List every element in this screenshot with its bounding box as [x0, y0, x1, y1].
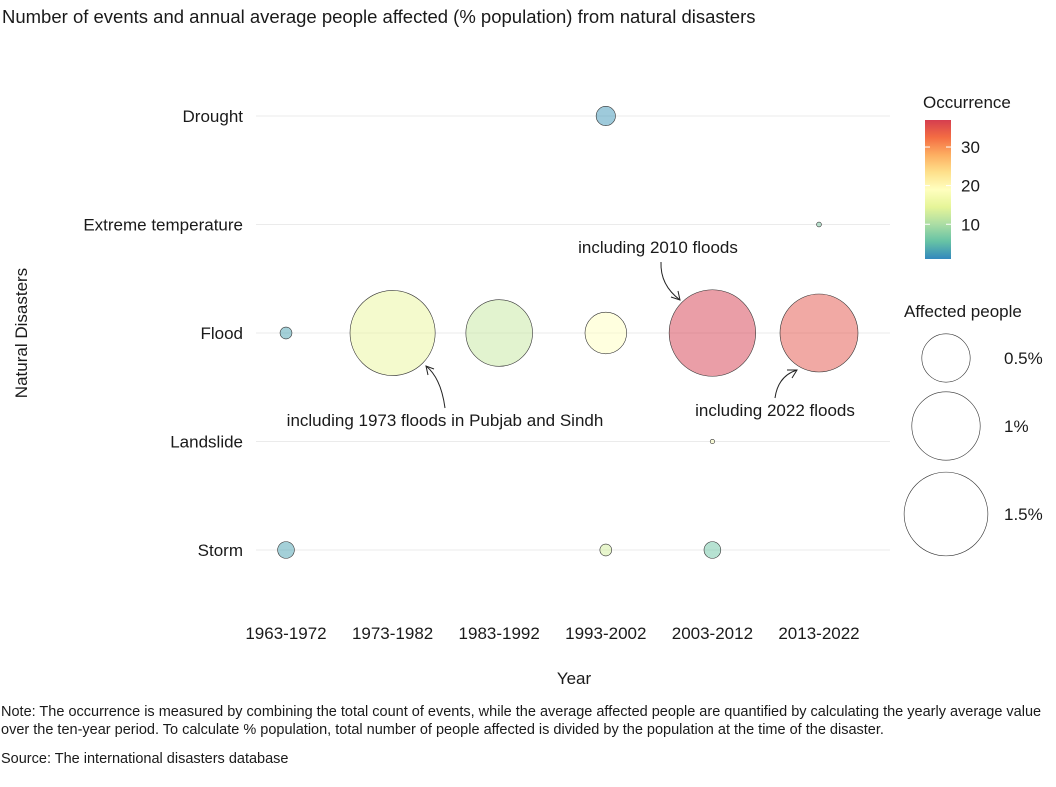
note-text: Note: The occurrence is measured by comb…	[1, 704, 1042, 738]
point-flood-1973-1982	[349, 290, 436, 376]
point-drought-1993-2002	[595, 106, 616, 126]
color-tick-label-20: 20	[961, 177, 980, 196]
point-landslide-2003-2012	[709, 438, 715, 444]
color-legend-title: Occurrence	[923, 93, 1011, 112]
annotation-2-label: including 1973 floods in Pubjab and Sind…	[287, 411, 604, 430]
annotations: including 2010 floods including 1973 floo…	[287, 238, 855, 430]
point-flood-1963-1972	[279, 326, 293, 340]
x-tick-1973-1982: 1973-1982	[352, 624, 433, 643]
annotation-2-arrow	[425, 365, 446, 409]
point-extreme-temperature-2013-2022	[816, 221, 822, 228]
size-key-label-1: 0.5%	[1004, 349, 1043, 368]
point-flood-1993-2002	[584, 311, 627, 355]
size-key-label-3: 1.5%	[1004, 505, 1043, 524]
bubble-chart: Drought Extreme temperature Flood Landslide…	[12, 93, 1043, 688]
x-tick-1983-1992: 1983-1992	[459, 624, 540, 643]
size-key-circle-1	[921, 333, 971, 383]
chart-title: Number of events and annual average peop…	[2, 6, 756, 27]
annotation-3-arrowhead	[787, 369, 798, 379]
point-storm-2003-2012	[703, 541, 722, 559]
y-tick-drought: Drought	[183, 107, 244, 126]
annotation-3-label: including 2022 floods	[695, 401, 855, 420]
y-tick-storm: Storm	[198, 541, 243, 560]
x-tick-labels: 1963-1972 1973-1982 1983-1992 1993-2002 2003…	[245, 624, 859, 643]
point-flood-2003-2012	[668, 289, 756, 377]
color-legend: Occurrence 10 20 30	[923, 93, 1011, 259]
color-tick-label-30: 30	[961, 138, 980, 157]
annotation-3-arrow	[774, 369, 798, 399]
size-key-circle-2	[911, 391, 981, 461]
y-axis-title: Natural Disasters	[12, 268, 31, 398]
size-legend-items: 0.5% 1% 1.5%	[903, 333, 1043, 557]
annotation-1-arrowhead	[670, 290, 681, 301]
x-tick-2013-2022: 2013-2022	[778, 624, 859, 643]
color-legend-ticks: 10 20 30	[925, 138, 980, 234]
annotation-2-arrowhead	[425, 365, 435, 376]
size-legend: Affected people 0.5% 1% 1.5%	[903, 302, 1043, 557]
size-key-circle-3	[903, 471, 989, 557]
size-key-label-2: 1%	[1004, 417, 1029, 436]
y-tick-extreme-temperature: Extreme temperature	[83, 216, 243, 235]
y-tick-labels: Drought Extreme temperature Flood Landslide…	[83, 107, 243, 560]
x-tick-1963-1972: 1963-1972	[245, 624, 326, 643]
x-tick-2003-2012: 2003-2012	[672, 624, 753, 643]
y-tick-landslide: Landslide	[170, 433, 243, 452]
point-flood-2013-2022	[779, 293, 859, 373]
color-legend-bar	[925, 120, 951, 259]
size-legend-title: Affected people	[904, 302, 1022, 321]
point-flood-1983-1992	[465, 299, 533, 367]
annotation-1-label: including 2010 floods	[578, 238, 738, 257]
data-points	[277, 106, 859, 559]
source-text: Source: The international disasters data…	[1, 751, 289, 767]
annotation-1-arrow	[660, 261, 681, 301]
x-tick-1993-2002: 1993-2002	[565, 624, 646, 643]
point-storm-1993-2002	[599, 543, 613, 557]
point-storm-1963-1972	[277, 541, 295, 559]
y-tick-flood: Flood	[200, 324, 243, 343]
color-tick-label-10: 10	[961, 215, 980, 234]
x-axis-title: Year	[557, 669, 592, 688]
